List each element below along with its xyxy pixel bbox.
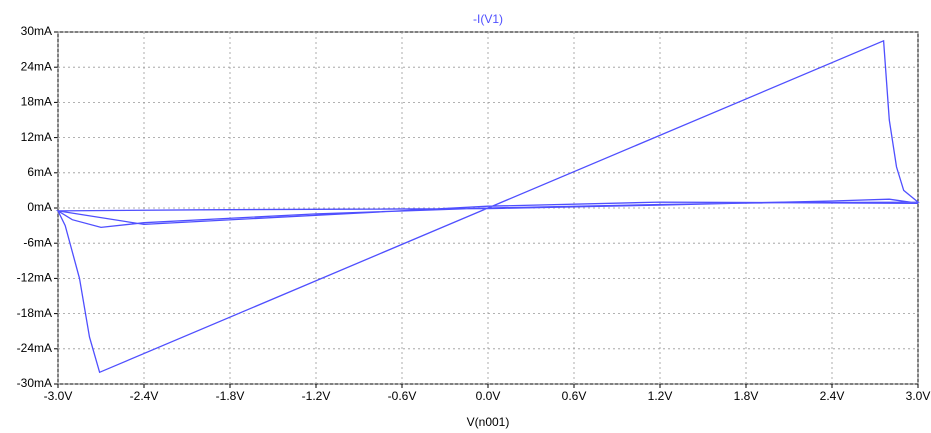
trace-name: -I(V1) <box>473 12 503 26</box>
y-tick-label: 0mA <box>27 200 52 214</box>
y-tick-label: 30mA <box>21 24 52 38</box>
x-tick-label: 0.0V <box>476 389 501 403</box>
y-tick-label: 12mA <box>21 130 52 144</box>
y-tick-label: -30mA <box>17 376 52 390</box>
x-tick-label: -1.8V <box>216 389 245 403</box>
chart: V(n001) 30mA 24mA 18mA 12mA 6mA 0mA -6mA -12mA -… <box>0 0 931 433</box>
x-tick-label: -3.0V <box>44 389 73 403</box>
y-tick-label: -12mA <box>17 271 52 285</box>
y-tick-label: -6mA <box>23 235 52 249</box>
x-tick-label: -1.2V <box>302 389 331 403</box>
x-tick-label: 3.0V <box>906 389 931 403</box>
y-tick-label: 24mA <box>21 59 52 73</box>
y-tick-label: 6mA <box>27 165 52 179</box>
x-tick-label: 0.6V <box>562 389 587 403</box>
x-tick-label: 1.2V <box>648 389 673 403</box>
y-tick-label: -18mA <box>17 306 52 320</box>
x-axis-label: V(n001) <box>467 415 510 429</box>
x-tick-label: -2.4V <box>130 389 159 403</box>
page: V(n001) 30mA 24mA 18mA 12mA 6mA 0mA -6mA -12mA -… <box>0 0 931 433</box>
x-tick-label: 1.8V <box>734 389 759 403</box>
y-tick-label: -24mA <box>17 341 52 355</box>
x-tick-label: 2.4V <box>820 389 845 403</box>
y-tick-label: 18mA <box>21 95 52 109</box>
x-tick-label: -0.6V <box>388 389 417 403</box>
